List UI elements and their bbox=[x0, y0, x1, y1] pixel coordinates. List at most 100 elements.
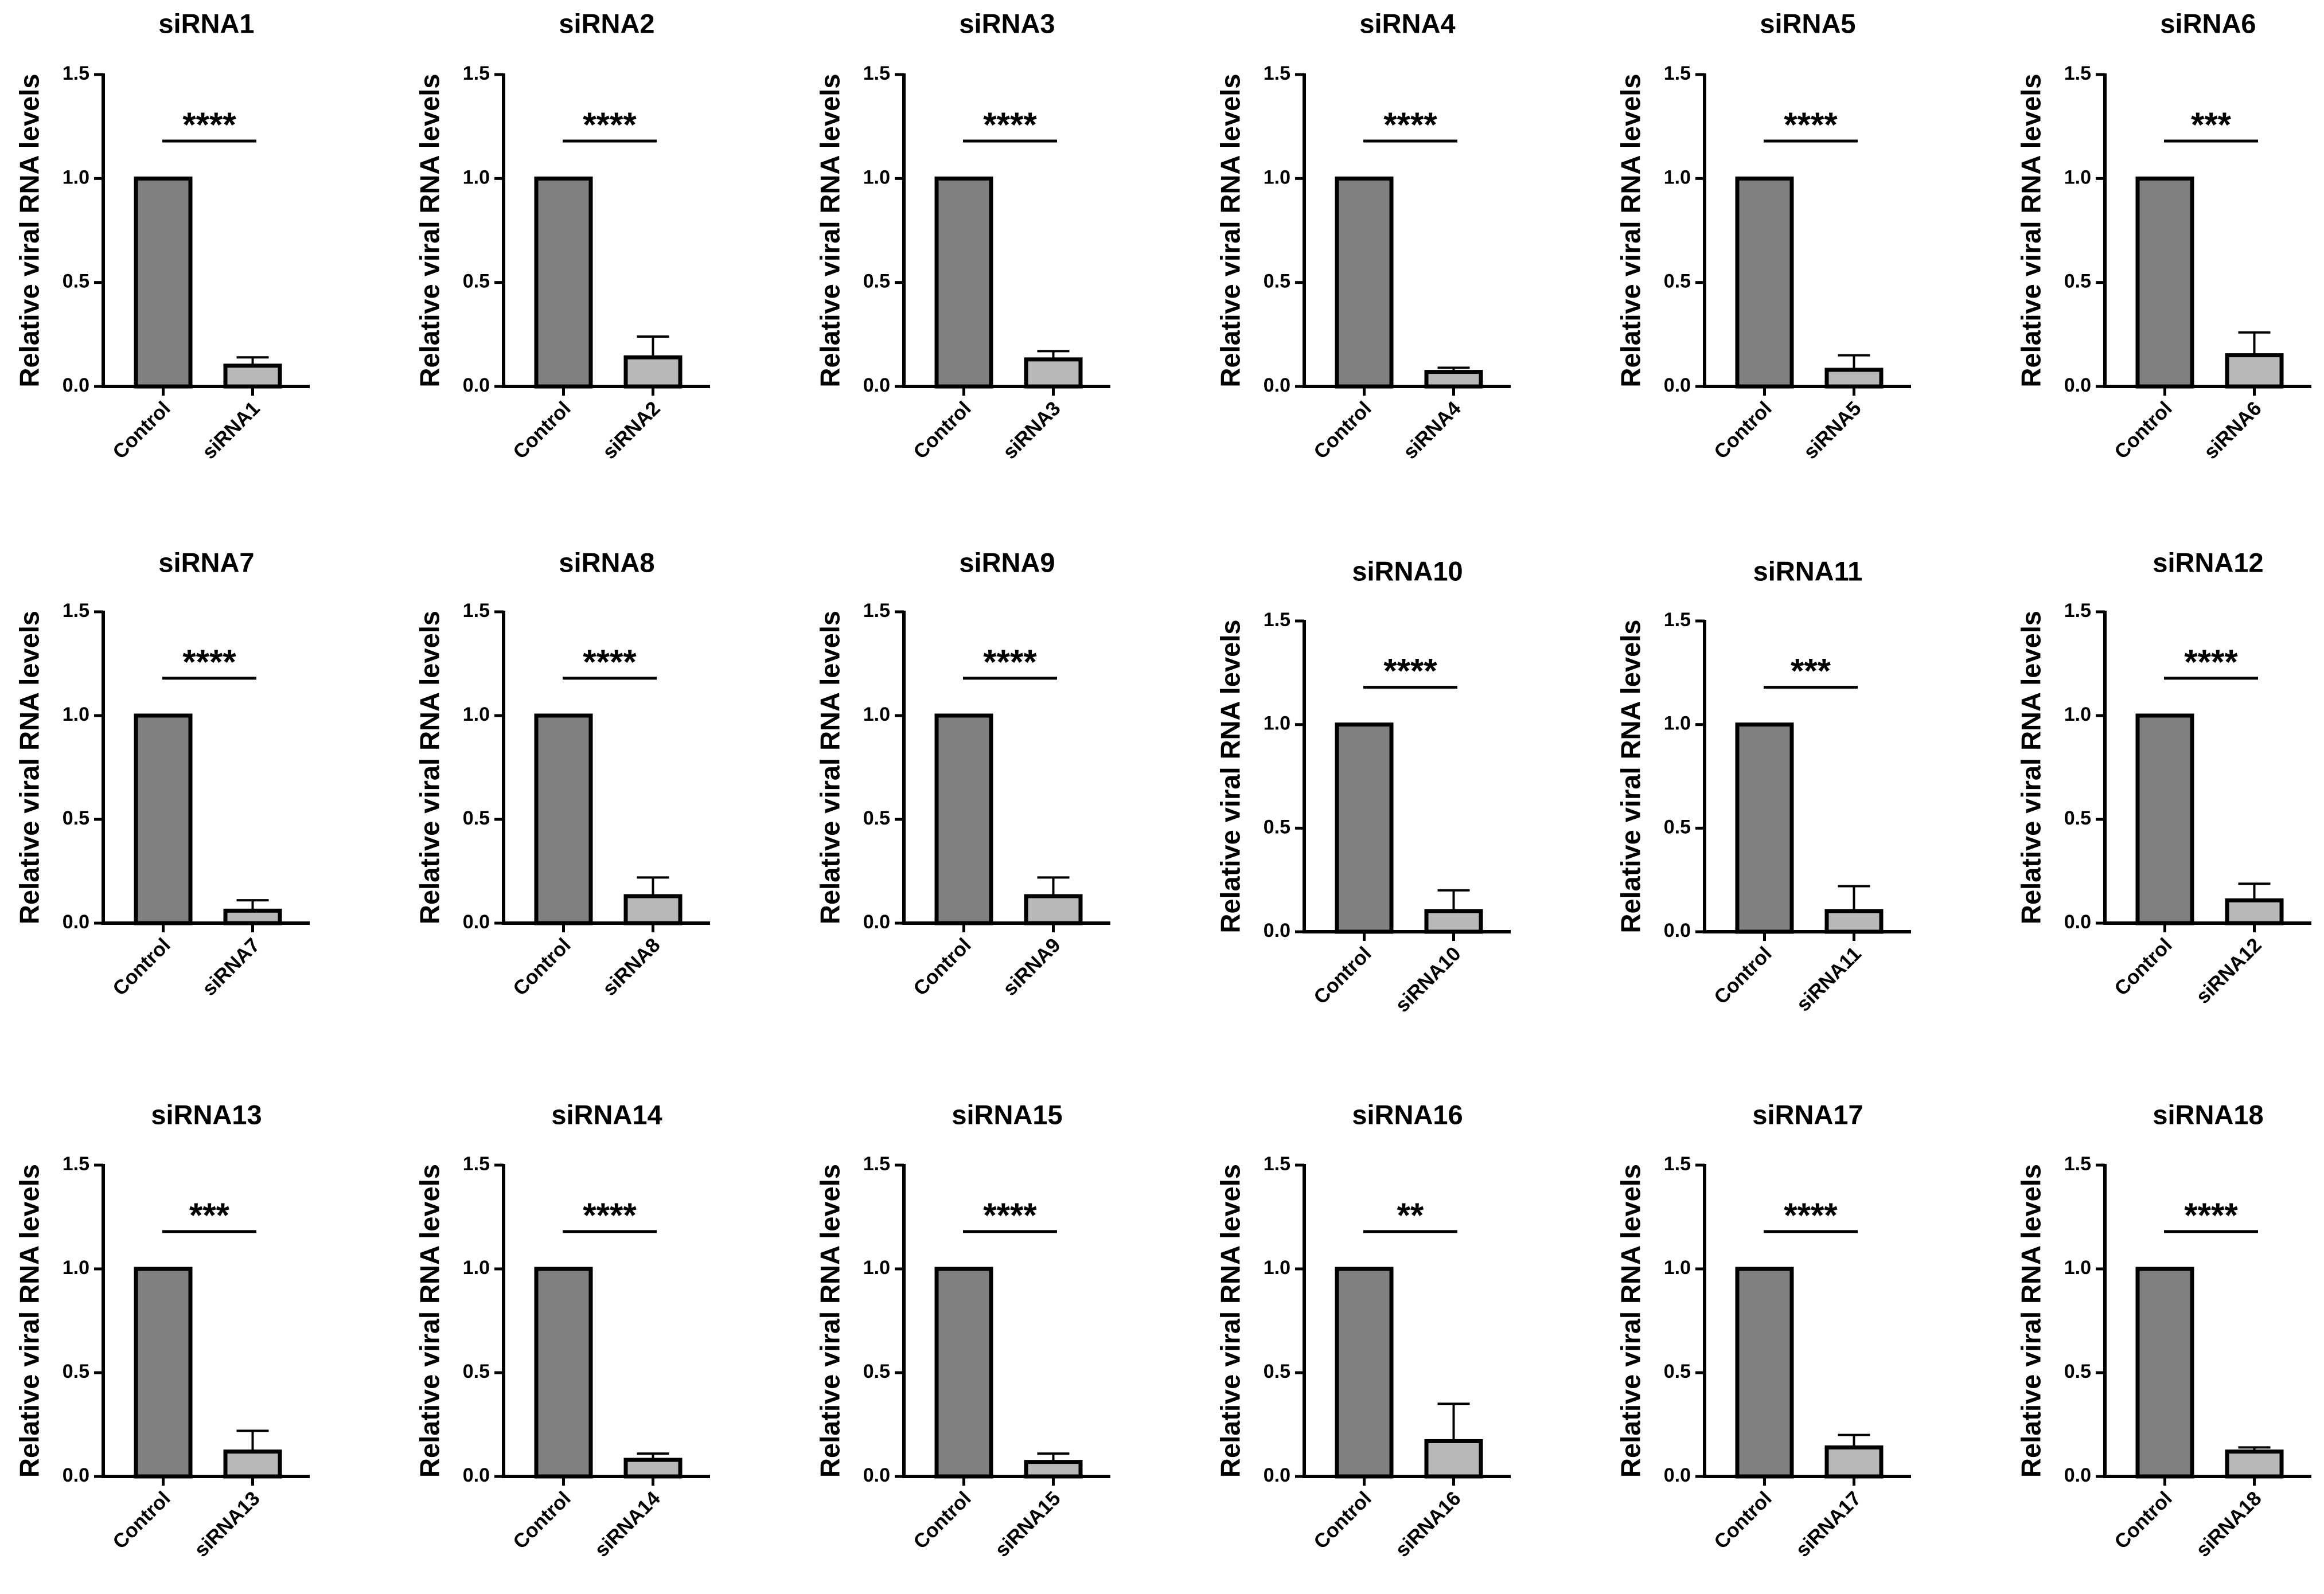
x-tick-label: Control bbox=[909, 934, 976, 1001]
y-axis-label: Relative viral RNA levels bbox=[814, 1164, 845, 1478]
chart-panel-10: siRNA10 Relative viral RNA levels 0.0 0.5 1.… bbox=[1215, 556, 1511, 1017]
x-tick-label: Control bbox=[1309, 1487, 1376, 1554]
y-tick-label: 0.0 bbox=[1664, 1464, 1691, 1486]
chart-title: siRNA15 bbox=[952, 1099, 1062, 1130]
y-axis-label: Relative viral RNA levels bbox=[14, 1164, 44, 1478]
y-tick-label: 1.0 bbox=[1664, 166, 1691, 188]
y-tick-label: 0.5 bbox=[463, 1361, 490, 1382]
y-tick-label: 0.0 bbox=[63, 911, 89, 933]
chart-panel-11: siRNA11 Relative viral RNA levels 0.0 0.5 1.… bbox=[1615, 556, 1911, 1016]
x-tick-label: Control bbox=[2110, 397, 2177, 464]
y-tick-label: 1.0 bbox=[1264, 166, 1290, 188]
y-axis-label: Relative viral RNA levels bbox=[2015, 74, 2046, 388]
chart-title: siRNA2 bbox=[559, 8, 654, 38]
bar-control bbox=[1335, 1267, 1394, 1479]
y-axis-label: Relative viral RNA levels bbox=[414, 74, 444, 388]
y-tick-label: 1.0 bbox=[463, 166, 490, 188]
bar-control bbox=[1735, 722, 1794, 934]
chart-title: siRNA8 bbox=[559, 547, 654, 577]
x-tick-label: siRNA7 bbox=[198, 934, 264, 1001]
y-tick-label: 0.0 bbox=[463, 911, 490, 933]
chart-title: siRNA11 bbox=[1753, 556, 1863, 586]
chart-panel-3: siRNA3 Relative viral RNA levels 0.0 0.5 1.0… bbox=[814, 8, 1110, 463]
significance-label: **** bbox=[182, 106, 236, 144]
y-tick-label: 0.0 bbox=[1264, 920, 1290, 941]
chart-panel-14: siRNA14 Relative viral RNA levels 0.0 0.5 1.… bbox=[414, 1099, 710, 1561]
significance-label: **** bbox=[1784, 106, 1838, 144]
y-tick-label: 0.5 bbox=[1264, 1361, 1290, 1382]
x-tick-label: Control bbox=[909, 1487, 976, 1554]
y-axis-label: Relative viral RNA levels bbox=[14, 74, 44, 388]
bar-control bbox=[1335, 722, 1394, 934]
bar-sirna10 bbox=[1424, 909, 1483, 934]
bar-sirna13 bbox=[223, 1450, 282, 1479]
y-tick-label: 1.0 bbox=[63, 704, 89, 725]
bar-control bbox=[1335, 176, 1394, 389]
significance-label: **** bbox=[983, 106, 1037, 144]
y-axis-label: Relative viral RNA levels bbox=[814, 74, 845, 388]
bar-control bbox=[2135, 713, 2194, 925]
y-axis-label: Relative viral RNA levels bbox=[414, 611, 444, 924]
x-tick-label: Control bbox=[509, 1487, 575, 1554]
x-tick-label: Control bbox=[108, 1487, 175, 1554]
x-tick-label: siRNA18 bbox=[2192, 1487, 2265, 1561]
chart-title: siRNA18 bbox=[2153, 1099, 2263, 1130]
x-tick-label: Control bbox=[1710, 397, 1776, 464]
y-tick-label: 1.5 bbox=[2064, 600, 2091, 622]
y-tick-label: 1.0 bbox=[2064, 1257, 2091, 1279]
y-tick-label: 1.0 bbox=[1264, 713, 1290, 735]
bar-sirna8 bbox=[623, 894, 683, 925]
y-tick-label: 0.0 bbox=[863, 1464, 890, 1486]
significance-label: **** bbox=[2184, 1196, 2238, 1234]
x-tick-label: siRNA8 bbox=[598, 934, 665, 1001]
bar-control bbox=[934, 713, 993, 925]
bar-control bbox=[2135, 176, 2194, 389]
bar-control bbox=[534, 176, 593, 389]
chart-title: siRNA1 bbox=[158, 8, 254, 38]
y-tick-label: 1.5 bbox=[63, 1153, 89, 1175]
y-axis-label: Relative viral RNA levels bbox=[2015, 611, 2046, 924]
bar-sirna18 bbox=[2225, 1450, 2284, 1479]
bar-control bbox=[534, 1267, 593, 1479]
significance-label: **** bbox=[583, 643, 637, 681]
y-tick-label: 1.5 bbox=[2064, 62, 2091, 84]
significance-label: **** bbox=[2184, 643, 2238, 681]
significance-label: **** bbox=[1383, 106, 1437, 144]
y-tick-label: 0.5 bbox=[2064, 807, 2091, 829]
x-tick-label: Control bbox=[1710, 943, 1776, 1009]
significance-label: ** bbox=[1397, 1196, 1424, 1234]
chart-panel-9: siRNA9 Relative viral RNA levels 0.0 0.5 1.0… bbox=[814, 547, 1110, 1000]
y-tick-label: 1.0 bbox=[2064, 166, 2091, 188]
y-axis-label: Relative viral RNA levels bbox=[2015, 1164, 2046, 1478]
bar-sirna15 bbox=[1024, 1460, 1083, 1479]
x-tick-label: siRNA14 bbox=[590, 1487, 665, 1561]
x-tick-label: siRNA15 bbox=[991, 1487, 1064, 1561]
y-tick-label: 1.5 bbox=[1264, 1153, 1290, 1175]
y-tick-label: 0.0 bbox=[463, 1464, 490, 1486]
y-tick-label: 1.0 bbox=[1664, 1257, 1691, 1279]
y-tick-label: 0.5 bbox=[863, 807, 890, 829]
y-tick-label: 1.5 bbox=[63, 62, 89, 84]
y-tick-label: 1.5 bbox=[63, 600, 89, 622]
y-tick-label: 0.0 bbox=[2064, 374, 2091, 396]
significance-label: **** bbox=[983, 643, 1037, 681]
significance-label: **** bbox=[983, 1196, 1037, 1234]
y-tick-label: 0.5 bbox=[2064, 1361, 2091, 1382]
chart-panel-7: siRNA7 Relative viral RNA levels 0.0 0.5 1.0… bbox=[14, 547, 310, 1000]
y-tick-label: 0.0 bbox=[1664, 920, 1691, 941]
bar-sirna11 bbox=[1824, 909, 1884, 934]
y-tick-label: 0.5 bbox=[1264, 271, 1290, 292]
chart-title: siRNA12 bbox=[2153, 547, 2263, 577]
bar-sirna14 bbox=[623, 1458, 683, 1479]
x-tick-label: siRNA11 bbox=[1792, 943, 1866, 1016]
bar-sirna7 bbox=[223, 908, 282, 925]
chart-title: siRNA9 bbox=[959, 547, 1055, 577]
bar-control bbox=[134, 1267, 193, 1479]
x-tick-label: siRNA5 bbox=[1799, 397, 1866, 464]
y-tick-label: 0.0 bbox=[2064, 911, 2091, 933]
y-tick-label: 0.0 bbox=[1664, 374, 1691, 396]
y-tick-label: 1.5 bbox=[1264, 609, 1290, 631]
bar-sirna17 bbox=[1824, 1445, 1884, 1479]
y-tick-label: 0.0 bbox=[63, 1464, 89, 1486]
